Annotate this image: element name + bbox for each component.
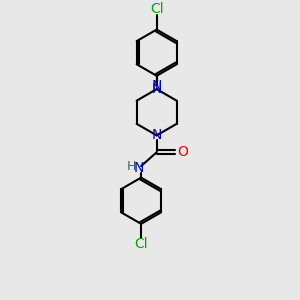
Text: Cl: Cl	[150, 2, 164, 16]
Text: H: H	[127, 160, 136, 173]
Text: N: N	[134, 161, 144, 175]
Text: Cl: Cl	[134, 237, 148, 251]
Text: N: N	[152, 128, 162, 142]
Text: N: N	[152, 82, 162, 96]
Text: O: O	[177, 145, 188, 159]
Text: N: N	[152, 79, 162, 93]
